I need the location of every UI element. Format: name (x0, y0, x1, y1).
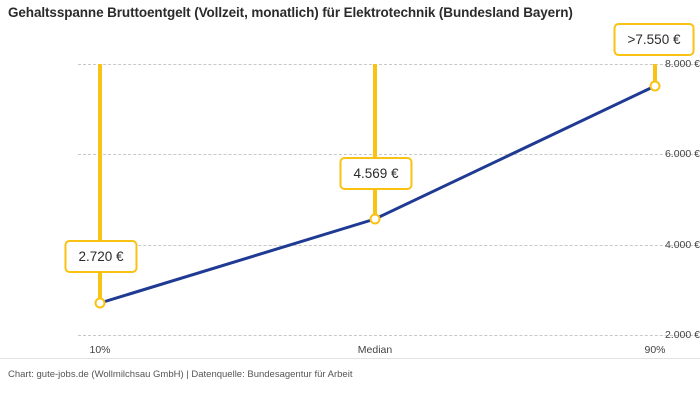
xtick-label-10-percent: 10% (89, 344, 111, 356)
xtick-label-median: Median (357, 344, 393, 356)
data-point-10-percent[interactable] (94, 297, 106, 309)
series-line-bruttoentgelt (98, 84, 657, 305)
stem-90-percent (653, 64, 657, 86)
data-point-median[interactable] (369, 213, 381, 225)
stem-median (373, 64, 377, 219)
chart-title: Gehaltsspanne Bruttoentgelt (Vollzeit, m… (8, 5, 573, 20)
ytick-label-8000: 8.000 € (664, 58, 700, 70)
value-label-90-percent: >7.550 € (613, 23, 695, 56)
stem-10-percent (98, 64, 102, 303)
ytick-label-2000: 2.000 € (664, 329, 700, 341)
value-label-10-percent: 2.720 € (64, 240, 138, 273)
xtick-label-90-percent: 90% (644, 344, 666, 356)
value-label-median: 4.569 € (339, 157, 413, 190)
gridline-4000 (78, 245, 698, 246)
ytick-label-6000: 6.000 € (664, 148, 700, 160)
ytick-label-4000: 4.000 € (664, 239, 700, 251)
gridline-8000 (78, 64, 698, 65)
footer-attribution: Chart: gute-jobs.de (Wollmilchsau GmbH) … (8, 369, 353, 380)
data-point-90-percent[interactable] (649, 80, 661, 92)
footer-divider (0, 358, 700, 359)
gridline-2000 (78, 335, 698, 336)
gridline-6000 (78, 154, 698, 155)
